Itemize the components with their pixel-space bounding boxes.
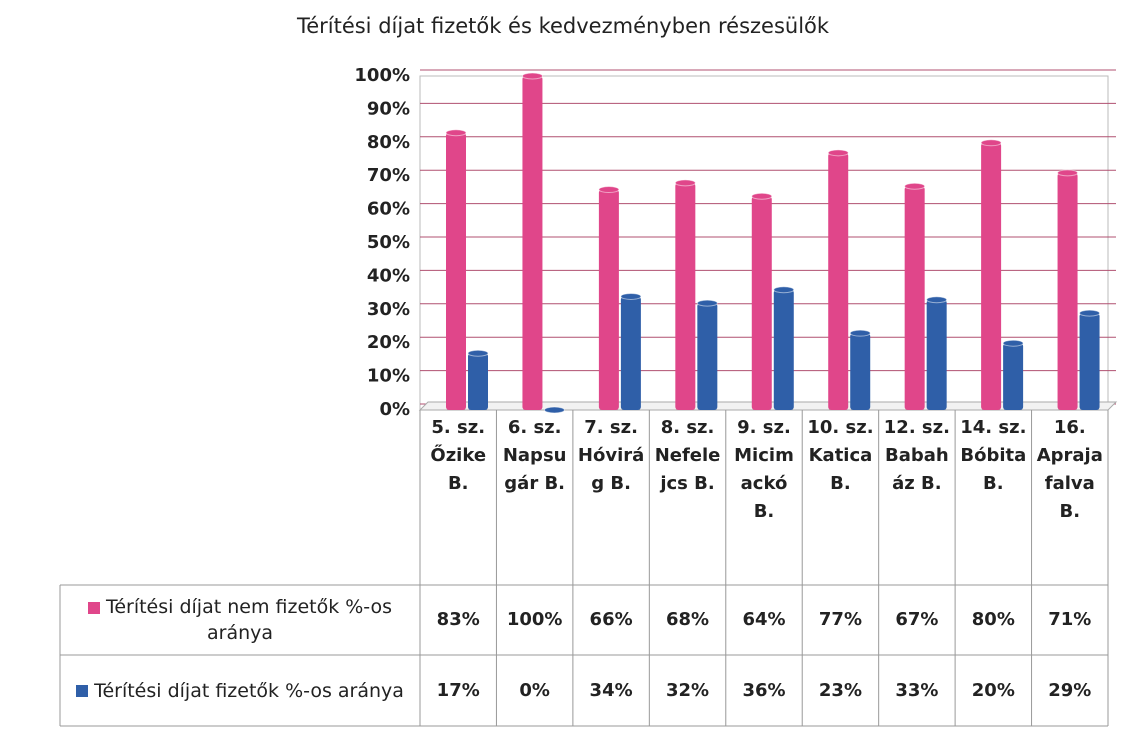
x-tick-label: 5. sz. Őzike B.: [430, 417, 487, 494]
legend-entry: Térítési díjat nem fizetők %-os aránya: [60, 585, 420, 655]
bar-top: [521, 72, 543, 80]
y-tick-label: 90%: [367, 98, 410, 119]
bar-top: [751, 192, 773, 200]
table-value: 100%: [506, 609, 563, 630]
bar: [751, 196, 772, 410]
bar-top: [773, 286, 795, 294]
bar-top: [827, 149, 849, 157]
bar: [904, 186, 925, 410]
x-tick-label: 6. sz. Napsugár B.: [502, 417, 567, 494]
bar-top: [1002, 339, 1024, 347]
table-value: 64%: [742, 609, 786, 630]
table-value: 66%: [589, 609, 633, 630]
bar-top: [598, 186, 620, 194]
legend-swatch: [76, 685, 89, 697]
table-value: 34%: [589, 679, 633, 701]
y-tick-label: 20%: [367, 332, 410, 353]
legend-entry: Térítési díjat fizetők %-os aránya: [60, 655, 420, 726]
bar: [675, 182, 696, 410]
bar-top: [674, 179, 696, 187]
y-tick-label: 80%: [367, 132, 410, 153]
y-tick-label: 0%: [379, 399, 410, 420]
table-value: 67%: [895, 609, 939, 630]
bar-top: [1079, 309, 1101, 317]
table-value: 36%: [742, 679, 786, 701]
x-tick-label: 14. sz. Bóbita B.: [960, 417, 1027, 494]
bar-top: [849, 329, 871, 337]
bar: [1057, 172, 1078, 410]
bar: [850, 333, 871, 410]
bar-top: [696, 299, 718, 307]
bar: [620, 296, 641, 410]
bar-top: [543, 406, 565, 414]
table-value: 33%: [895, 679, 939, 701]
legend-swatch: [87, 601, 100, 614]
bar: [828, 152, 849, 410]
x-tick-label: 10. sz. Katica B.: [807, 417, 874, 494]
table-value: 71%: [1048, 609, 1092, 630]
table-value: 17%: [436, 679, 480, 701]
bar: [446, 132, 466, 410]
y-tick-label: 50%: [367, 232, 410, 253]
bar: [1003, 343, 1024, 410]
bar: [598, 189, 619, 410]
bar-top: [445, 129, 467, 137]
table-value: 68%: [666, 609, 710, 630]
table-value: 80%: [971, 609, 1015, 630]
table-value: 77%: [818, 609, 862, 630]
bar: [773, 289, 794, 410]
bar-top: [980, 139, 1002, 147]
x-tick-label: 9. sz. Micimackó B.: [734, 417, 794, 522]
bar: [522, 76, 543, 410]
bar-top: [926, 296, 948, 304]
y-tick-label: 60%: [367, 199, 410, 220]
table-value: 29%: [1048, 679, 1092, 701]
legend-text-wrap: Térítési díjat fizetők %-os aránya: [76, 678, 404, 704]
bar-top: [620, 292, 642, 300]
bar: [926, 299, 947, 410]
bar: [468, 353, 488, 410]
x-tick-label: 8. sz. Nefelejcs B.: [654, 417, 721, 494]
x-tick-label: 12. sz. Babaház B.: [883, 417, 950, 494]
y-tick-label: 10%: [367, 366, 410, 387]
legend-label: Térítési díjat nem fizetők %-os aránya: [105, 596, 393, 644]
bar: [1079, 313, 1100, 410]
legend-label: Térítési díjat fizetők %-os aránya: [94, 679, 404, 702]
chart-title: Térítési díjat fizetők és kedvezményben …: [296, 14, 830, 38]
table-value: 0%: [519, 679, 550, 701]
x-tick-label: 7. sz. Hóvirág B.: [577, 417, 645, 494]
bar-top: [904, 182, 926, 190]
table-value: 20%: [971, 679, 1015, 701]
bar: [697, 303, 718, 410]
legend-text-wrap: Térítési díjat nem fizetők %-os aránya: [66, 594, 414, 646]
bar-top: [467, 349, 489, 357]
x-tick-label: 16. Aprajafalva B.: [1036, 417, 1103, 522]
y-tick-label: 100%: [354, 65, 410, 86]
y-tick-label: 30%: [367, 299, 410, 320]
bar-top: [1057, 169, 1079, 177]
table-value: 32%: [666, 679, 710, 701]
table-value: 23%: [818, 679, 862, 701]
y-tick-label: 70%: [367, 165, 410, 186]
y-tick-label: 40%: [367, 265, 410, 286]
table-value: 83%: [436, 609, 480, 630]
bar: [981, 142, 1002, 411]
